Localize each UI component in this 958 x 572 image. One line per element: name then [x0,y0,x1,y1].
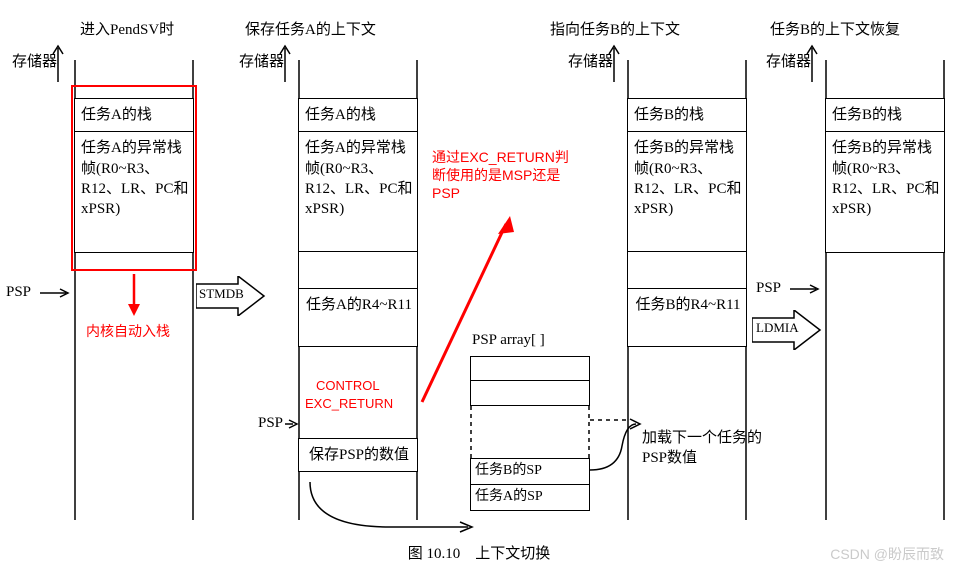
psp-array-box [470,356,590,406]
ldmia-label: LDMIA [756,320,799,336]
stmdb-label: STMDB [199,286,244,302]
psp-array-dashed [470,406,590,458]
stack-a-col1: 任务A的栈 任务A的异常栈帧(R0~R3、R12、LR、PC和xPSR) [74,98,194,253]
figure-caption: 图 10.10 上下文切换 [0,542,958,563]
r4-r11-b-cell: 任务B的R4~R11 [628,288,746,346]
exc-frame-a-2: 任务A的异常栈帧(R0~R3、R12、LR、PC和xPSR) [299,132,417,252]
storage-label-4: 存储器 [766,50,811,71]
psp-label-4: PSP [756,280,781,297]
annot-control: CONTROL [316,378,380,395]
save-psp-cell: 保存PSP的数值 [298,438,418,472]
stack-a-title-2: 任务A的栈 [299,99,417,132]
psp-arrow-2 [285,419,299,429]
annot-auto-push: 内核自动入栈 [86,322,170,340]
annot-exc-return-note: 通过EXC_RETURN判断使用的是MSP还是PSP [432,148,572,203]
watermark: CSDN @盼辰而致 [830,544,944,564]
stack-b-col3: 任务B的栈 任务B的异常栈帧(R0~R3、R12、LR、PC和xPSR) 任务B… [627,98,747,347]
exc-frame-b-3: 任务B的异常栈帧(R0~R3、R12、LR、PC和xPSR) [628,132,746,252]
storage-label-2: 存储器 [239,50,284,71]
stack-b-title-4: 任务B的栈 [826,99,944,132]
header-col4: 任务B的上下文恢复 [770,18,900,39]
header-col1: 进入PendSV时 [80,18,174,39]
annot-exc-return-word: EXC_RETURN [305,396,393,413]
stack-b-col4: 任务B的栈 任务B的异常栈帧(R0~R3、R12、LR、PC和xPSR) [825,98,945,253]
exc-frame-a-1: 任务A的异常栈帧(R0~R3、R12、LR、PC和xPSR) [75,132,193,252]
save-psp-text: 保存PSP的数值 [299,439,417,471]
header-col2: 保存任务A的上下文 [245,18,376,39]
storage-label-3: 存储器 [568,50,613,71]
stack-b-title-3: 任务B的栈 [628,99,746,132]
exc-frame-b-4: 任务B的异常栈帧(R0~R3、R12、LR、PC和xPSR) [826,132,944,252]
r4-r11-a-cell: 任务A的R4~R11 [299,288,417,346]
psp-label-2: PSP [258,415,283,432]
header-col3: 指向任务B的上下文 [550,18,680,39]
psp-array-labeled: 任务B的SP 任务A的SP [470,458,590,511]
psp-array-a-sp: 任务A的SP [471,485,589,510]
red-down-arrow-icon [124,274,144,318]
storage-label-1: 存储器 [12,50,57,71]
psp-label-1: PSP [6,284,31,301]
spacer-2 [299,252,417,288]
psp-array-b-sp: 任务B的SP [471,459,589,485]
stack-a-title-1: 任务A的栈 [75,99,193,132]
psp-array-empty-1 [471,357,589,381]
stack-a-col2: 任务A的栈 任务A的异常栈帧(R0~R3、R12、LR、PC和xPSR) 任务A… [298,98,418,347]
spacer-3 [628,252,746,288]
psp-arrow-1 [40,288,74,298]
psp-arrow-4 [790,284,824,294]
psp-array-empty-2 [471,381,589,405]
psp-array-label: PSP array[ ] [472,332,545,349]
